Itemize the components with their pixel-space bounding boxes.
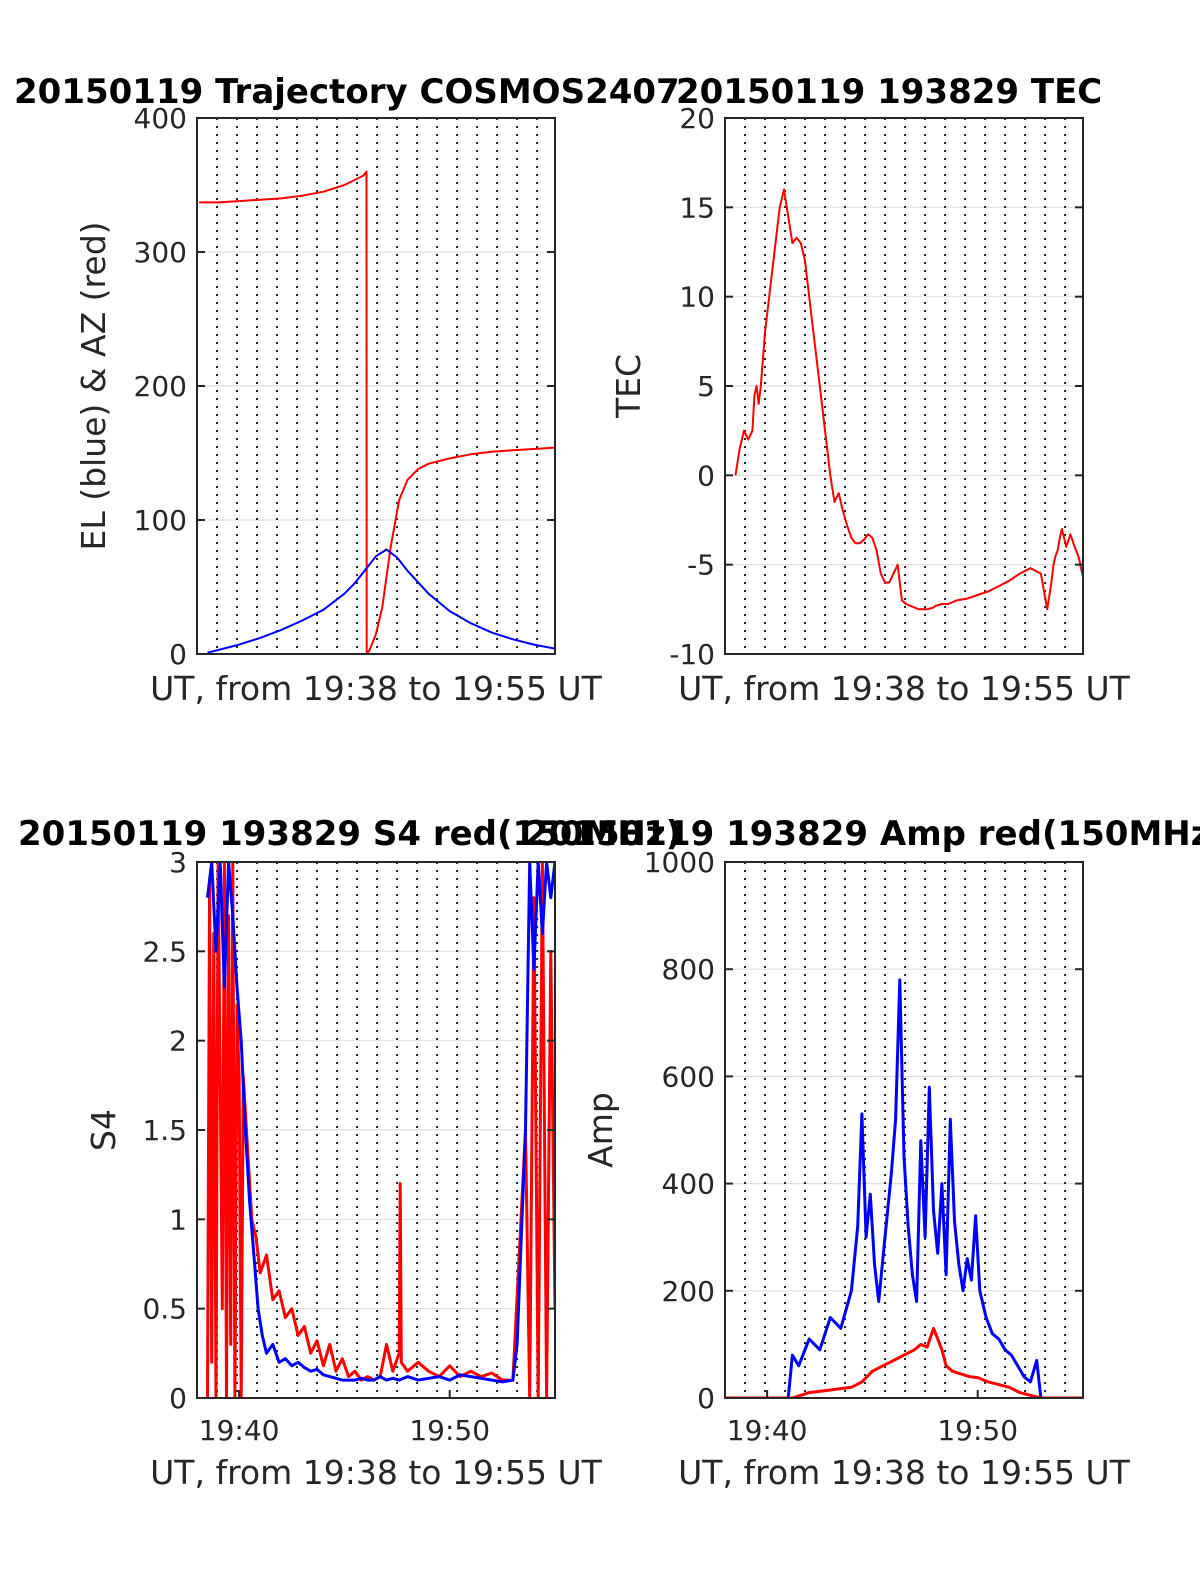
y-tick-label: 15: [679, 191, 715, 224]
y-axis-label: S4: [84, 1109, 123, 1151]
y-tick-label: 3: [169, 846, 187, 879]
y-tick-label: 10: [679, 281, 715, 314]
y-tick-label: 100: [134, 504, 187, 537]
y-tick-label: -5: [687, 549, 715, 582]
chart-title: 20150119 Trajectory COSMOS2407: [14, 72, 680, 112]
x-axis-label: UT, from 19:38 to 19:55 UT: [150, 669, 603, 708]
x-axis-label: UT, from 19:38 to 19:55 UT: [150, 1453, 603, 1492]
y-tick-label: 1: [169, 1203, 187, 1236]
series-line-blue: [207, 548, 555, 654]
chart-title: 20150119 193829 Amp red(150MHz): [525, 814, 1200, 854]
x-tick-label: 19:40: [727, 1414, 808, 1447]
y-tick-label: 0: [697, 1382, 715, 1415]
series-line-red: [199, 170, 555, 654]
x-tick-label: 19:50: [937, 1414, 1018, 1447]
chart-title: 20150119 193829 TEC: [676, 72, 1102, 112]
series-line-red: [206, 862, 555, 1398]
x-tick-label: 19:40: [199, 1414, 280, 1447]
y-tick-label: 200: [134, 370, 187, 403]
y-tick-label: 400: [662, 1168, 715, 1201]
x-tick-label: 19:50: [409, 1414, 490, 1447]
y-tick-label: 0: [697, 459, 715, 492]
y-tick-label: 0: [169, 638, 187, 671]
y-tick-label: 1000: [644, 846, 715, 879]
y-axis-label: TEC: [609, 354, 648, 419]
y-tick-label: 2: [169, 1025, 187, 1058]
series-line-red: [734, 188, 1083, 611]
y-tick-label: 600: [662, 1060, 715, 1093]
x-axis-label: UT, from 19:38 to 19:55 UT: [678, 1453, 1131, 1492]
y-tick-label: 1.5: [142, 1114, 187, 1147]
chart-title: 20150119 193829 S4 red(150MHz): [18, 814, 681, 854]
chart-panel-4: 0 200 400 600 800 1000 19:40 19:50 UT, from 19:3…: [525, 814, 1200, 1492]
y-axis-label: Amp: [581, 1092, 620, 1168]
y-tick-label: -10: [669, 638, 715, 671]
y-tick-label: 0.5: [142, 1293, 187, 1326]
plot-frame: [724, 861, 1084, 1399]
chart-panel-3: 0 0.5 1 1.5 2 2.5 3 19:40 19:50 UT, from 19:38 to…: [18, 814, 681, 1492]
series-line-blue: [725, 978, 1083, 1398]
y-tick-label: 200: [662, 1275, 715, 1308]
chart-panel-1: 0 100 200 300 400 UT, from 19:38 to 19:55 UT E…: [14, 72, 680, 708]
y-tick-label: 2.5: [142, 935, 187, 968]
series-line-blue: [206, 862, 555, 1384]
y-tick-label: 0: [169, 1382, 187, 1415]
y-tick-label: 20: [679, 102, 715, 135]
y-tick-label: 400: [134, 102, 187, 135]
series-line-red: [725, 1326, 1083, 1398]
y-tick-label: 300: [134, 236, 187, 269]
y-tick-label: 800: [662, 953, 715, 986]
chart-panel-2: -10 -5 0 5 10 15 20 UT, from 19:38 to 19:55 UT T…: [609, 72, 1131, 708]
y-axis-label: EL (blue) & AZ (red): [74, 221, 113, 550]
y-tick-label: 5: [697, 370, 715, 403]
x-axis-label: UT, from 19:38 to 19:55 UT: [678, 669, 1131, 708]
